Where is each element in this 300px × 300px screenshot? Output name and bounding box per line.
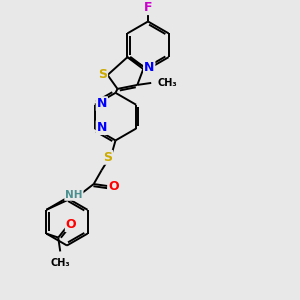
Text: O: O [108,179,119,193]
Text: F: F [144,1,152,14]
Text: S: S [98,68,107,80]
Text: N: N [144,61,154,74]
Text: N: N [97,97,107,110]
Text: S: S [103,151,112,164]
Text: CH₃: CH₃ [157,78,177,88]
Text: O: O [66,218,76,231]
Text: NH: NH [65,190,82,200]
Text: N: N [97,121,107,134]
Text: CH₃: CH₃ [50,258,70,268]
